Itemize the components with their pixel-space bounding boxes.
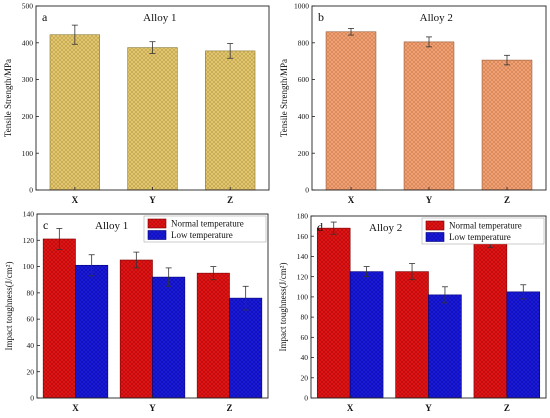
y-tick-label: 600: [298, 75, 310, 84]
x-tick-label: Y: [149, 403, 156, 413]
y-tick-label: 200: [22, 112, 34, 121]
x-tick-label: X: [72, 403, 79, 413]
bar: [325, 31, 377, 191]
x-tick-label: Z: [226, 403, 232, 413]
y-axis-label: Tensile Strength/MPa: [3, 59, 13, 137]
y-tick-label: 0: [29, 186, 33, 195]
bar: [152, 276, 186, 399]
bar: [42, 238, 76, 399]
y-tick-label: 20: [301, 373, 309, 382]
y-tick-label: 100: [22, 149, 34, 158]
bar: [75, 264, 109, 399]
chart-panel-d: 0 20 40 60 80 100 120 140 160 180 X Y Z Impact toughn…: [278, 212, 547, 413]
y-axis-label: Tensile Strength/MPa: [279, 59, 289, 137]
y-tick-label: 20: [27, 367, 35, 376]
panel-label: c: [43, 218, 48, 232]
y-tick-label: 40: [301, 353, 309, 362]
bar: [473, 241, 508, 399]
legend-swatch: [425, 232, 445, 242]
bar: [127, 47, 178, 191]
x-tick-label: X: [348, 195, 355, 205]
bar: [49, 34, 100, 191]
y-tick-label: 0: [304, 394, 308, 403]
panel-label: b: [318, 10, 324, 24]
y-tick-label: 200: [298, 149, 310, 158]
y-tick-label: 60: [301, 333, 309, 342]
bar: [506, 291, 541, 399]
chart-panel-b: 0 200 400 600 800 1000 X Y Z Tensile Strength/MPa…: [279, 2, 547, 205]
x-tick-label: Y: [426, 195, 433, 205]
bar: [428, 294, 462, 399]
x-tick-label: Z: [504, 195, 510, 205]
panel-title: Alloy 2: [420, 12, 453, 24]
y-tick-label: 120: [297, 272, 309, 281]
chart-panel-a: 0 100 200 300 400 500 X Y Z Tensile Strength/MPa a…: [3, 2, 270, 205]
x-tick-label: X: [347, 403, 354, 413]
bar: [229, 297, 263, 399]
bar: [196, 272, 230, 399]
chart-panel-c: 0 20 40 60 80 100 120 140 X Y Z Impact toughness(J/…: [4, 210, 269, 413]
panel-title: Alloy 1: [95, 220, 128, 232]
y-tick-label: 140: [297, 252, 309, 261]
panel-label: d: [317, 220, 323, 234]
bar: [316, 227, 351, 399]
legend-label: Normal temperature: [171, 219, 244, 229]
panel-title: Alloy 2: [369, 222, 402, 234]
legend-label: Normal temperature: [449, 221, 522, 231]
y-tick-label: 1000: [294, 2, 309, 11]
x-tick-label: Y: [149, 195, 156, 205]
bar: [349, 271, 384, 399]
bar: [403, 41, 455, 191]
y-tick-label: 100: [297, 292, 309, 301]
y-tick-label: 60: [27, 315, 35, 324]
y-tick-label: 80: [301, 313, 309, 322]
y-tick-label: 180: [297, 212, 309, 221]
y-tick-label: 0: [305, 186, 309, 195]
legend-swatch: [425, 220, 445, 231]
legend-label: Low temperature: [171, 230, 233, 240]
bar: [395, 271, 429, 399]
bar: [119, 259, 153, 399]
y-tick-label: 140: [23, 210, 35, 219]
y-axis-label: Impact toughness(J/cm²): [278, 263, 288, 352]
x-tick-label: Y: [425, 403, 432, 413]
y-tick-label: 160: [297, 232, 309, 241]
y-tick-label: 400: [298, 112, 310, 121]
legend-swatch: [147, 218, 167, 229]
x-tick-label: Z: [504, 403, 510, 413]
x-tick-label: X: [72, 195, 79, 205]
bar: [481, 59, 533, 191]
y-tick-label: 400: [22, 38, 34, 47]
legend-swatch: [147, 230, 167, 240]
y-tick-label: 300: [22, 75, 34, 84]
y-tick-label: 800: [298, 38, 310, 47]
panel-title: Alloy 1: [143, 12, 176, 24]
bar: [205, 50, 256, 191]
y-tick-label: 120: [23, 236, 35, 245]
y-axis-label: Impact toughness(J/cm²): [4, 262, 14, 351]
y-tick-label: 40: [27, 341, 35, 350]
panel-label: a: [42, 10, 48, 24]
x-tick-label: Z: [227, 195, 233, 205]
y-tick-label: 80: [27, 288, 35, 297]
legend-label: Low temperature: [449, 232, 511, 242]
y-tick-label: 100: [23, 262, 35, 271]
y-tick-label: 500: [22, 2, 34, 11]
y-tick-label: 0: [30, 394, 34, 403]
